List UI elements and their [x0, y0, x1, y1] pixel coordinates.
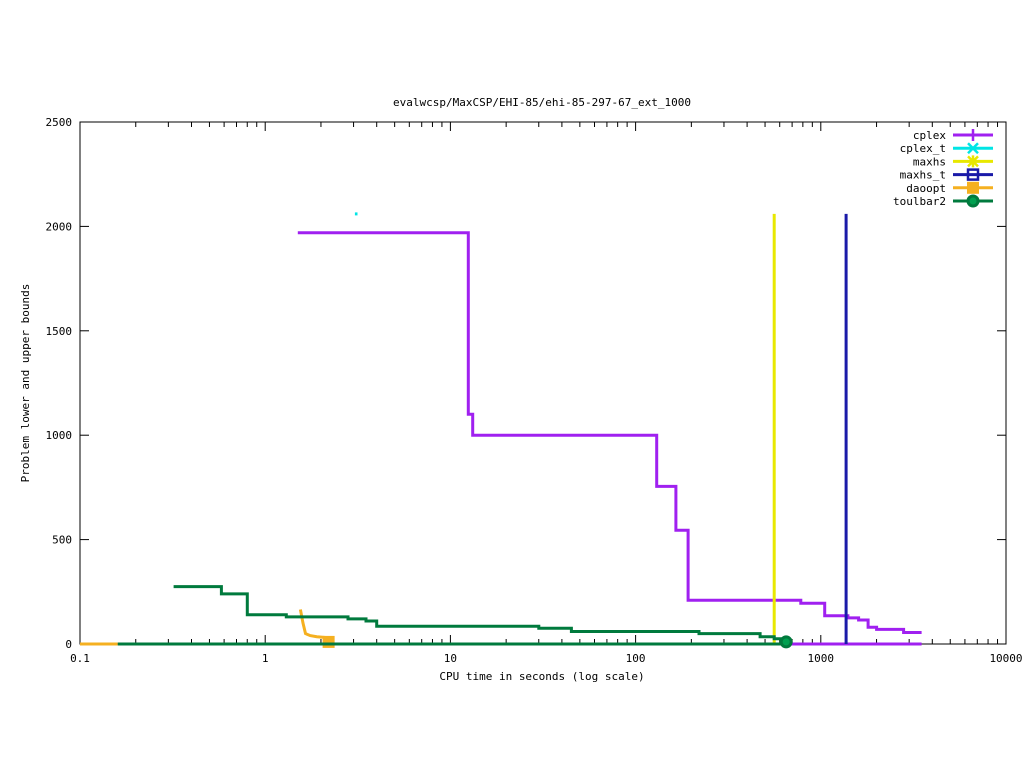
legend-label-maxhs-t: maxhs_t: [900, 169, 946, 182]
series-line-toulbar2: [173, 585, 788, 642]
series-end-marker-toulbar2: [779, 635, 793, 649]
plot-frame: [79, 121, 1007, 645]
y-axis: 0 500 1000 1500 2000 2500: [46, 116, 1006, 651]
series-end-marker-daoopt: [322, 635, 335, 648]
legend-marker-cplex-t: [967, 142, 979, 155]
series-line-cplex: [297, 231, 922, 634]
legend-marker-maxhs: [967, 155, 979, 168]
legend-marker-maxhs-t: [966, 168, 980, 181]
x-tick-label: 1000: [808, 652, 835, 665]
y-tick-label: 500: [52, 534, 72, 547]
y-tick-label: 1500: [46, 325, 73, 338]
y-axis-label: Problem lower and upper bounds: [19, 284, 32, 483]
legend-label-toulbar2: toulbar2: [893, 195, 946, 208]
chart-title: evalwcsp/MaxCSP/EHI-85/ehi-85-297-67_ext…: [393, 96, 691, 109]
plot-border: [79, 121, 1007, 645]
x-axis-label: CPU time in seconds (log scale): [439, 670, 644, 683]
y-tick-label: 2500: [46, 116, 73, 129]
legend-label-maxhs: maxhs: [913, 155, 946, 168]
x-tick-label: 0.1: [70, 652, 90, 665]
legend-marker-cplex: [967, 129, 979, 141]
series-layer: [80, 212, 922, 649]
legend-label-daoopt: daoopt: [906, 182, 946, 195]
x-tick-label: 10000: [989, 652, 1022, 665]
x-tick-label: 10: [444, 652, 457, 665]
legend-marker-daoopt: [967, 181, 979, 194]
legend-label-cplex-t: cplex_t: [900, 142, 946, 155]
x-tick-label: 100: [626, 652, 646, 665]
legend-label-cplex: cplex: [913, 129, 946, 142]
x-tick-label: 1: [262, 652, 269, 665]
y-tick-label: 1000: [46, 429, 73, 442]
y-tick-label: 2000: [46, 220, 73, 233]
y-tick-label: 0: [65, 638, 72, 651]
x-axis: 0.1 1 10 100 1000 10000: [70, 122, 1023, 665]
legend-marker-toulbar2: [966, 194, 980, 208]
